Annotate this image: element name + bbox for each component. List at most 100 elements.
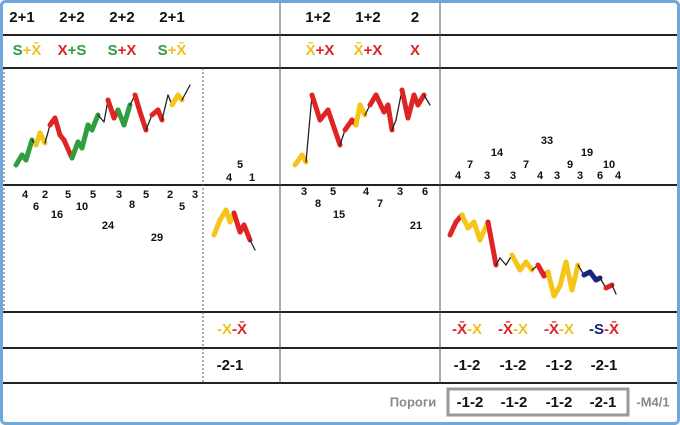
wave-leg	[121, 102, 133, 128]
formula-part: X̄	[354, 41, 364, 59]
count: 8	[129, 199, 135, 211]
formula-part: +X̄	[23, 41, 42, 59]
count: 21	[410, 220, 422, 232]
formula-part: -X̄	[232, 320, 247, 338]
count: 3	[192, 189, 198, 201]
formula-part: -X̄	[452, 320, 467, 338]
count: 29	[151, 232, 163, 244]
wave-leg	[305, 94, 313, 163]
model-label: -M4/1	[636, 394, 669, 409]
formula-part: -X̄	[604, 320, 619, 338]
wave	[292, 87, 431, 168]
formula-part: -X	[467, 321, 482, 338]
wave-leg	[593, 275, 603, 283]
wave-leg	[44, 124, 51, 144]
count: 7	[467, 159, 473, 171]
count: 14	[491, 147, 504, 159]
formula-part: +S	[68, 42, 87, 59]
formula-part: -X̄	[544, 320, 559, 338]
count: 4	[363, 186, 370, 198]
wave-leg	[569, 262, 581, 293]
count: 2	[167, 189, 173, 201]
count: 5	[65, 189, 71, 201]
formula: X+S	[58, 42, 87, 59]
formula-part: S	[108, 42, 118, 59]
formula: -X̄-X	[544, 320, 574, 338]
count: 4	[537, 170, 544, 182]
count: 4	[455, 170, 462, 182]
count: 9	[567, 159, 573, 171]
formula: -X-X̄	[217, 320, 247, 338]
count: 6	[33, 201, 39, 213]
wave-leg	[309, 92, 323, 123]
threshold-code: -2-1	[590, 394, 617, 411]
count: 5	[330, 186, 336, 198]
wave-leg	[23, 137, 35, 163]
formula-part: X	[410, 42, 420, 59]
wave-leg	[89, 112, 101, 133]
count: 15	[333, 209, 345, 221]
code: -1-2	[454, 357, 481, 374]
wave	[447, 212, 617, 299]
wave-leg	[373, 92, 387, 115]
formula-part: +X	[118, 42, 137, 59]
thresholds-label: Пороги	[390, 394, 437, 409]
threshold-code: -1-2	[546, 394, 573, 411]
code: -1-2	[546, 357, 573, 374]
formula-part: X	[58, 42, 68, 59]
wave-leg	[97, 114, 105, 123]
count: 16	[51, 209, 63, 221]
wave-leg	[611, 284, 617, 295]
count: 7	[523, 159, 529, 171]
wave-leg	[145, 114, 153, 131]
count: 4	[226, 172, 233, 184]
formula-part: +X	[316, 42, 335, 59]
formula-part: -X	[559, 321, 574, 338]
pattern-label: 2+1	[9, 9, 34, 26]
wave-leg	[137, 109, 149, 133]
formula: -X̄-X	[452, 320, 482, 338]
count: 33	[541, 135, 553, 147]
wave-leg	[241, 222, 253, 243]
grid	[3, 34, 677, 384]
pattern-label: 1+2	[355, 9, 380, 26]
wave-leg	[175, 92, 185, 103]
wave-leg	[523, 259, 535, 273]
wave-leg	[423, 94, 431, 106]
count: 3	[397, 186, 403, 198]
wave-leg	[339, 129, 346, 146]
formula-part: X̄	[306, 41, 316, 59]
count: 10	[603, 159, 615, 171]
wave-leg	[249, 239, 256, 251]
count: 1	[249, 172, 255, 184]
count: 8	[315, 198, 321, 210]
wave-leg	[325, 107, 343, 148]
formula-part: +X	[364, 42, 383, 59]
formula-part: -S	[589, 321, 604, 338]
wave-leg	[415, 92, 427, 108]
wave-leg	[299, 152, 309, 165]
formula-part: S	[158, 42, 168, 59]
pattern-label: 2+1	[159, 9, 184, 26]
wave-leg	[485, 219, 499, 268]
wave-leg	[509, 252, 523, 273]
code: -2-1	[217, 357, 244, 374]
formula: S+X̄	[158, 41, 187, 59]
wave-leg	[391, 119, 397, 131]
wave-leg	[37, 130, 48, 146]
count: 5	[179, 201, 185, 213]
formula-part: -X	[513, 321, 528, 338]
count: 19	[581, 147, 593, 159]
wave-leg	[161, 94, 169, 121]
wave-leg	[357, 102, 368, 118]
count: 5	[143, 189, 149, 201]
formula-part: -X	[217, 321, 232, 338]
count: 3	[484, 170, 490, 182]
formula: -S-X̄	[589, 320, 619, 338]
count: 4	[22, 189, 29, 201]
pattern-label: 2+2	[109, 9, 134, 26]
count: 3	[577, 170, 583, 182]
pattern-label: 2+2	[59, 9, 84, 26]
threshold-box-inner	[450, 391, 626, 413]
wave	[13, 84, 191, 168]
